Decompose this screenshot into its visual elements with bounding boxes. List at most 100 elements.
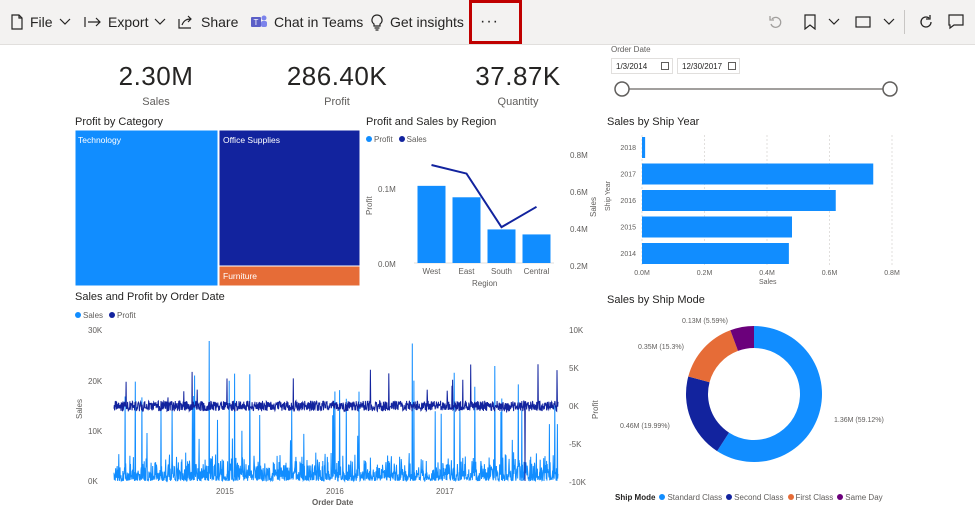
toolbar-divider	[904, 10, 905, 34]
comment-button[interactable]	[948, 8, 970, 36]
chevron-down-icon	[155, 18, 166, 25]
x-tick-label: South	[491, 267, 512, 276]
y-tick-label: 30K	[88, 326, 103, 335]
donut-slice-second-class	[686, 376, 730, 452]
lightbulb-icon	[371, 13, 383, 31]
comment-icon	[948, 14, 964, 30]
line-chart-order-date[interactable]: Sales Profit 30K 20K 10K 0K 10K 5K 0K -5…	[72, 323, 602, 511]
x-tick-label: 0.0M	[634, 270, 650, 277]
chart-legend: Profit Sales	[366, 135, 427, 144]
export-label: Export	[108, 14, 149, 30]
y2-tick-label: 5K	[569, 364, 579, 373]
kpi-value: 286.40K	[286, 61, 388, 91]
legend-title: Ship Mode	[615, 493, 656, 502]
y2-tick-label: 0.6M	[570, 188, 588, 197]
data-label: 0.46M (19.99%)	[620, 423, 670, 430]
reset-button[interactable]	[768, 8, 790, 36]
calendar-icon	[661, 62, 669, 70]
line-profit	[113, 364, 559, 482]
get-insights-label: Get insights	[390, 14, 464, 30]
data-label: 0.35M (15.3%)	[638, 344, 684, 351]
more-options-label: ···	[480, 13, 499, 30]
start-date-value: 1/3/2014	[616, 61, 648, 71]
kpi-label: Profit	[324, 96, 350, 108]
bookmark-button[interactable]	[804, 8, 846, 36]
chat-in-teams-label: Chat in Teams	[274, 14, 364, 30]
chart-legend: Sales Profit	[75, 311, 136, 320]
x-tick-label: 2015	[216, 487, 234, 496]
view-icon	[855, 16, 871, 28]
donut-slice-same-day	[730, 326, 754, 351]
file-icon	[11, 14, 23, 30]
axis-title: Order Date	[312, 498, 354, 507]
donut-legend: Ship Mode Standard Class Second Class Fi…	[615, 493, 883, 502]
donut-chart-ship-mode[interactable]: 0.13M (5.59%) 0.35M (15.3%) 0.46M (19.99…	[604, 307, 909, 492]
bar-profit-central	[522, 234, 551, 263]
slicer-title: Order Date	[611, 45, 651, 54]
chart-title: Sales and Profit by Order Date	[75, 291, 225, 303]
svg-text:T: T	[254, 18, 259, 27]
chevron-down-icon	[883, 18, 895, 25]
treemap-profit-by-category[interactable]: Technology Office Supplies Furniture	[74, 129, 362, 289]
more-options-button[interactable]: ···	[480, 8, 499, 36]
share-button[interactable]: Share	[178, 8, 238, 36]
y2-tick-label: 0.8M	[570, 151, 588, 160]
y-tick-label: 2015	[620, 225, 636, 232]
share-label: Share	[201, 14, 239, 30]
bar-chart-ship-year[interactable]: Ship Year Sales 0.0M 0.2M 0.4M 0.6M 0.8M 2018…	[604, 131, 909, 289]
chevron-down-icon	[828, 18, 840, 25]
line-sales	[431, 164, 538, 229]
kpi-label: Quantity	[497, 96, 539, 108]
chevron-down-icon	[59, 18, 70, 25]
y2-tick-label: -10K	[569, 478, 587, 487]
chat-in-teams-button[interactable]: T Chat in Teams	[250, 8, 363, 36]
view-button[interactable]	[855, 8, 901, 36]
highlight-annotation-box	[469, 0, 522, 44]
axis-title: Sales	[75, 399, 84, 419]
end-date-input[interactable]: 12/30/2017	[677, 58, 740, 74]
y2-tick-label: 0K	[569, 402, 579, 411]
kpi-label: Sales	[142, 96, 170, 108]
bookmark-icon	[804, 14, 816, 30]
chart-title: Sales by Ship Year	[607, 116, 700, 128]
axis-title: Sales	[759, 279, 777, 286]
x-tick-label: 2016	[326, 487, 344, 496]
legend-item: Profit	[117, 311, 136, 320]
teams-icon: T	[251, 15, 267, 27]
file-label: File	[30, 14, 53, 30]
x-tick-label: 0.8M	[884, 270, 900, 277]
treemap-label: Furniture	[223, 271, 257, 281]
y-tick-label: 2014	[620, 251, 636, 258]
kpi-profit[interactable]: 286.40K Profit	[257, 61, 417, 108]
file-menu[interactable]: File	[10, 8, 77, 36]
bar-ship-year-2017	[642, 163, 874, 185]
date-range-slider[interactable]	[608, 77, 908, 101]
y-tick-label: 20K	[88, 377, 103, 386]
y-tick-label: 0K	[88, 477, 98, 486]
bar-ship-year-2014	[642, 243, 789, 264]
axis-title: Region	[472, 279, 497, 288]
y2-tick-label: 0.2M	[570, 262, 588, 271]
legend-item: Sales	[83, 311, 104, 320]
legend-item: Second Class	[734, 493, 784, 502]
kpi-value: 37.87K	[475, 61, 561, 91]
refresh-button[interactable]	[918, 8, 940, 36]
x-tick-label: 0.2M	[697, 270, 713, 277]
x-tick-label: Central	[524, 267, 550, 276]
start-date-input[interactable]: 1/3/2014	[611, 58, 673, 74]
donut-slice-first-class	[688, 330, 739, 383]
get-insights-button[interactable]: Get insights	[370, 8, 464, 36]
axis-title: Profit	[591, 400, 600, 419]
x-tick-label: 0.6M	[822, 270, 838, 277]
legend-item: Profit	[374, 135, 393, 144]
kpi-sales[interactable]: 2.30M Sales	[76, 61, 236, 108]
export-menu[interactable]: Export	[84, 8, 172, 36]
donut-slice-standard-class	[717, 326, 822, 462]
combo-chart-region[interactable]: Profit Sales 0.1M 0.0M 0.8M 0.6M 0.4M 0.…	[364, 145, 604, 293]
bar-profit-east	[452, 197, 481, 263]
kpi-quantity[interactable]: 37.87K Quantity	[438, 61, 598, 108]
axis-title: Sales	[589, 197, 598, 217]
x-tick-label: 0.4M	[759, 270, 775, 277]
y2-tick-label: 0.4M	[570, 225, 588, 234]
undo-icon	[769, 16, 782, 28]
